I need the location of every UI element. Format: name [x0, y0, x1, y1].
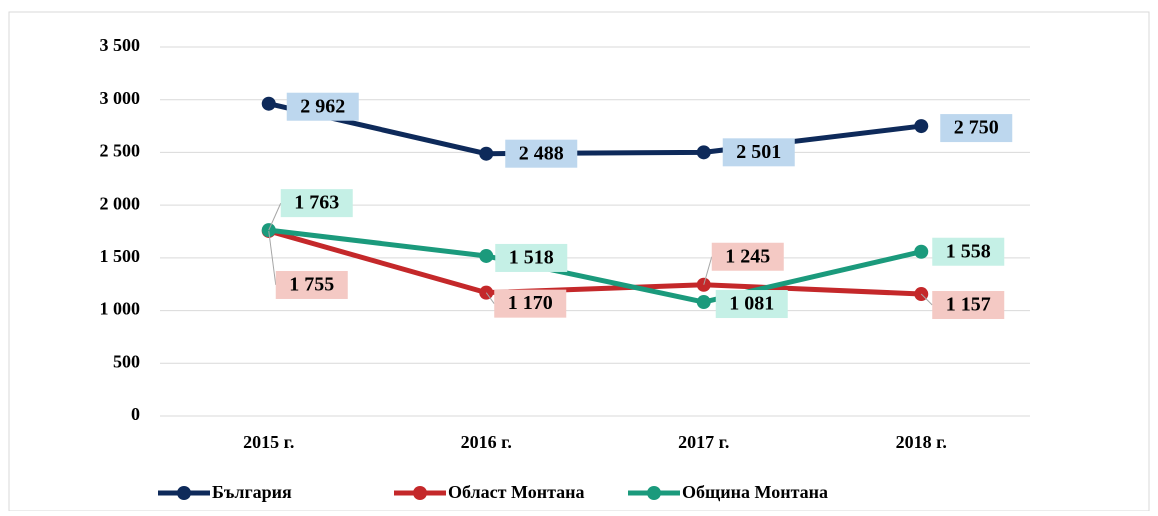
point — [261, 96, 276, 111]
point — [479, 146, 494, 161]
data-label-bg — [505, 139, 578, 168]
data-label: 1 157 — [946, 294, 991, 316]
series-line — [268, 228, 922, 297]
data-label: 2 962 — [300, 95, 345, 117]
leader-line — [268, 202, 282, 231]
legend-label: Община Монтана — [682, 482, 828, 502]
data-label-bg — [940, 114, 1013, 143]
leader-line — [268, 230, 277, 286]
y-tick-label: 1 000 — [100, 299, 141, 319]
data-label-bg — [280, 189, 353, 218]
legend-marker — [647, 486, 661, 500]
y-tick-label: 0 — [131, 404, 140, 424]
data-label: 2 750 — [954, 117, 999, 139]
x-tick-label: 2015 г. — [243, 432, 294, 452]
y-tick-label: 3 500 — [100, 35, 141, 55]
y-tick-label: 2 000 — [100, 193, 141, 213]
leader-line — [485, 292, 495, 304]
x-tick-label: 2016 г. — [461, 432, 512, 452]
data-label: 1 518 — [509, 247, 554, 269]
data-label: 1 755 — [289, 274, 334, 296]
legend-label: България — [212, 482, 292, 502]
data-label-bg — [275, 270, 348, 299]
data-label-bg — [494, 289, 567, 318]
data-label: 1 081 — [729, 293, 774, 315]
point — [696, 295, 711, 310]
data-label-bg — [715, 290, 788, 319]
data-label: 1 558 — [946, 240, 991, 262]
leader-line — [920, 293, 933, 306]
data-label: 2 501 — [736, 141, 781, 163]
data-label-bg — [932, 237, 1005, 266]
legend-marker — [177, 486, 191, 500]
legend-label: Област Монтана — [448, 482, 585, 502]
data-label-bg — [495, 243, 568, 272]
leader-line — [703, 256, 713, 285]
y-tick-label: 1 500 — [100, 246, 141, 266]
y-tick-label: 3 000 — [100, 88, 141, 108]
data-label-bg — [932, 291, 1005, 320]
series-line — [268, 101, 922, 157]
point — [914, 119, 929, 134]
data-label-bg — [286, 92, 359, 121]
x-tick-label: 2017 г. — [678, 432, 729, 452]
y-tick-label: 2 500 — [100, 141, 141, 161]
point — [479, 248, 494, 263]
x-tick-label: 2018 г. — [896, 432, 947, 452]
series-line — [268, 227, 922, 305]
point — [914, 244, 929, 259]
data-label-bg — [722, 138, 795, 167]
data-label: 1 763 — [294, 192, 339, 214]
data-label: 1 245 — [725, 245, 770, 267]
data-label: 1 170 — [508, 292, 553, 314]
y-tick-label: 500 — [113, 351, 140, 371]
legend-marker — [413, 486, 427, 500]
point — [696, 145, 711, 160]
data-label-bg — [711, 242, 784, 271]
data-label: 2 488 — [519, 142, 564, 164]
